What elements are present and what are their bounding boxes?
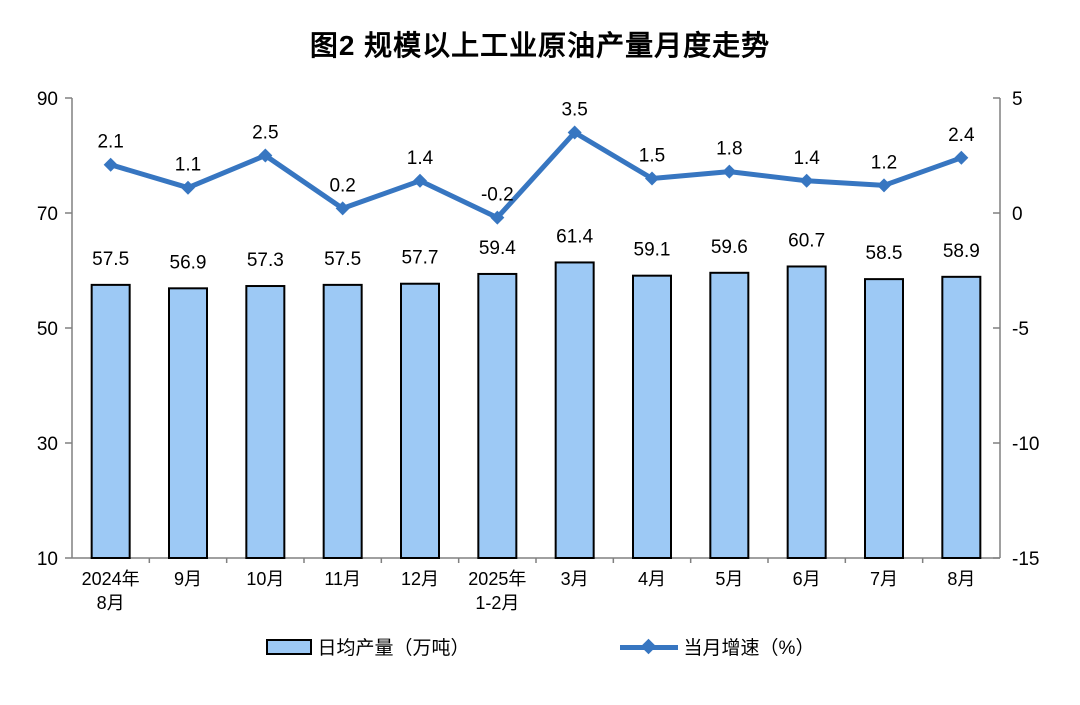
bar-value-label: 57.7 bbox=[402, 248, 439, 269]
legend-item-bar: 日均产量（万吨） bbox=[265, 633, 470, 660]
line-marker-diamond-icon bbox=[258, 148, 273, 163]
x-axis-label: 6月 bbox=[793, 569, 821, 589]
left-axis-tick-label: 30 bbox=[37, 434, 58, 455]
x-axis-label: 9月 bbox=[174, 569, 202, 589]
right-axis-tick-label: -10 bbox=[1012, 434, 1039, 455]
line-marker-diamond-icon bbox=[645, 171, 659, 186]
bar-value-label: 58.5 bbox=[866, 243, 903, 264]
line-value-label: 2.5 bbox=[252, 123, 278, 144]
bar-value-label: 59.1 bbox=[634, 240, 671, 261]
line-marker-diamond-icon bbox=[103, 157, 118, 172]
x-axis-label: 5月 bbox=[715, 569, 743, 589]
x-axis-label: 7月 bbox=[870, 569, 898, 589]
left-axis-tick-label: 50 bbox=[37, 319, 58, 340]
right-axis-tick-label: -15 bbox=[1012, 549, 1039, 570]
line-value-label: 0.2 bbox=[329, 175, 355, 196]
bar bbox=[90, 283, 131, 559]
bar-value-label: 59.6 bbox=[711, 237, 748, 258]
line-marker-diamond-icon bbox=[490, 210, 505, 225]
bar-value-label: 58.9 bbox=[943, 241, 980, 262]
bar bbox=[168, 287, 208, 559]
x-axis-label: 10月 bbox=[246, 569, 284, 589]
left-axis-tick-label: 70 bbox=[37, 204, 58, 225]
bar bbox=[864, 278, 904, 559]
bar bbox=[709, 271, 750, 559]
x-axis-label: 2025年 1-2月 bbox=[468, 569, 526, 613]
left-axis-tick-label: 90 bbox=[37, 89, 58, 110]
line-marker-diamond-icon bbox=[877, 178, 891, 193]
growth-line bbox=[108, 130, 964, 221]
line-value-label: 1.4 bbox=[407, 148, 434, 169]
bar bbox=[786, 265, 827, 559]
bar-value-label: 56.9 bbox=[170, 252, 207, 273]
line-legend-swatch bbox=[619, 638, 678, 655]
line-value-label: 1.4 bbox=[793, 148, 820, 169]
x-axis-label: 3月 bbox=[561, 569, 589, 589]
line-legend-label: 当月增速（%） bbox=[683, 638, 815, 659]
line-value-label: 1.8 bbox=[716, 139, 742, 160]
bar-value-label: 60.7 bbox=[788, 230, 825, 251]
bar bbox=[322, 283, 363, 559]
line-value-label: 1.5 bbox=[639, 146, 665, 167]
x-axis-label: 2024年 8月 bbox=[82, 569, 140, 613]
line-marker-diamond-icon bbox=[799, 173, 814, 188]
bar bbox=[245, 285, 286, 559]
bar bbox=[554, 261, 595, 559]
x-axis-label: 4月 bbox=[638, 569, 666, 589]
line-value-label: 2.4 bbox=[948, 125, 975, 146]
right-axis-tick-label: 5 bbox=[1012, 89, 1023, 110]
line-marker-diamond-icon bbox=[567, 125, 582, 140]
bar-value-label: 61.4 bbox=[556, 226, 593, 247]
bar bbox=[941, 275, 982, 559]
x-axis-label: 12月 bbox=[401, 569, 439, 589]
right-axis-tick-label: 0 bbox=[1012, 204, 1023, 225]
bar bbox=[632, 274, 672, 559]
line-marker-diamond-icon bbox=[954, 150, 969, 165]
line-value-label: 3.5 bbox=[561, 100, 587, 121]
bar-value-label: 59.4 bbox=[479, 238, 516, 259]
legend: 日均产量（万吨） 当月增速（%） bbox=[0, 633, 1080, 660]
bar-value-label: 57.3 bbox=[247, 250, 284, 271]
line-value-label: 1.2 bbox=[871, 152, 897, 173]
legend-item-line: 当月增速（%） bbox=[619, 633, 815, 660]
x-axis-label: 11月 bbox=[324, 569, 361, 589]
left-axis-tick-label: 10 bbox=[37, 549, 58, 570]
line-value-label: -0.2 bbox=[481, 185, 514, 206]
bar bbox=[400, 282, 440, 559]
chart-title: 图2 规模以上工业原油产量月度走势 bbox=[309, 30, 771, 61]
line-marker-diamond-icon bbox=[335, 201, 350, 216]
bar-value-label: 57.5 bbox=[92, 249, 129, 270]
line-marker-diamond-icon bbox=[722, 164, 737, 179]
line-swatch-diamond-icon bbox=[640, 638, 656, 654]
bar-value-label: 57.5 bbox=[324, 249, 361, 270]
right-axis-tick-label: -5 bbox=[1012, 319, 1029, 340]
x-axis-label: 8月 bbox=[947, 569, 975, 589]
bar-legend-swatch bbox=[265, 638, 312, 655]
bar-legend-label: 日均产量（万吨） bbox=[317, 638, 470, 659]
line-value-label: 1.1 bbox=[175, 155, 201, 176]
line-marker-diamond-icon bbox=[413, 173, 427, 188]
bar bbox=[477, 272, 518, 559]
line-marker-diamond-icon bbox=[181, 180, 195, 195]
line-value-label: 2.1 bbox=[97, 132, 123, 153]
